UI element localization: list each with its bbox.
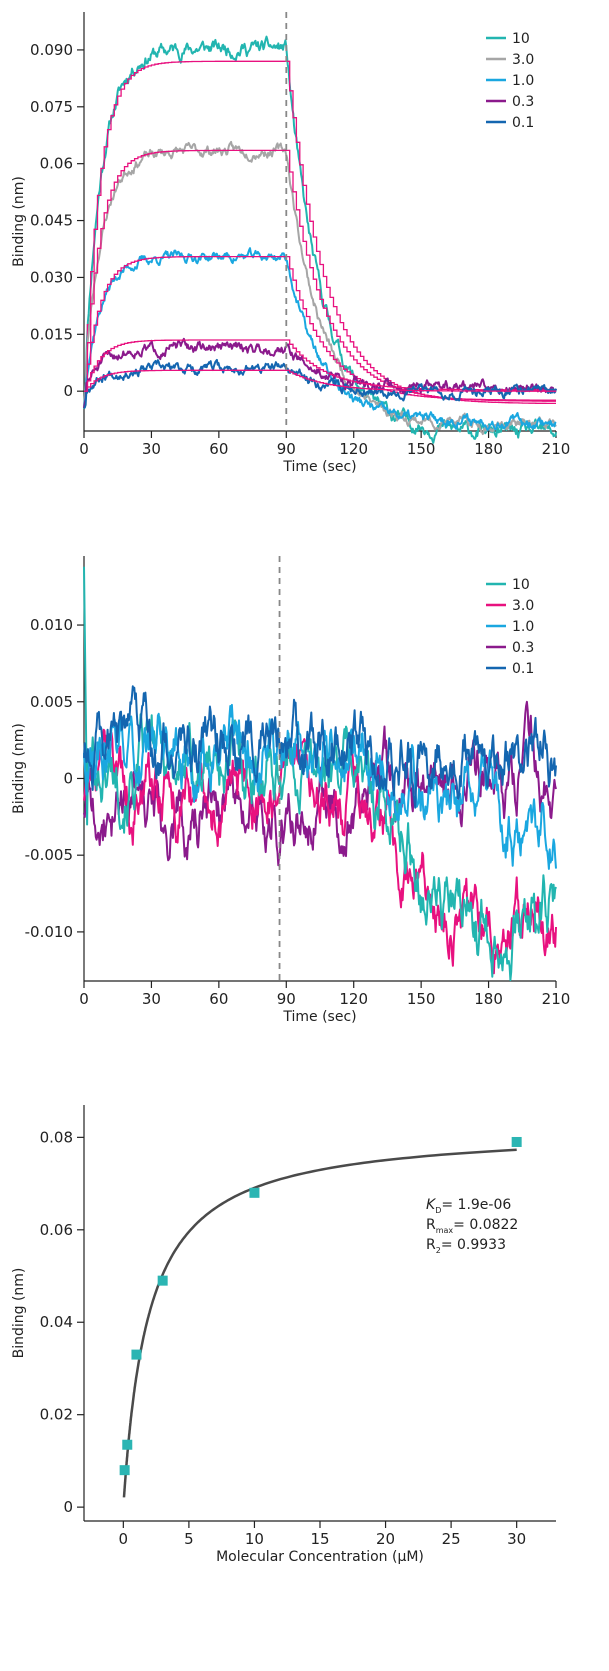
x-tick-label: 120 xyxy=(339,440,368,458)
y-tick-label: -0.010 xyxy=(25,923,73,941)
x-tick-label: 90 xyxy=(277,990,296,1008)
steady-state-chart: 0 5 10 15 20 25 30 0 0.02 0.04 0.06 0.08 Molecular C… xyxy=(11,1105,556,1565)
x-tick-label: 180 xyxy=(474,440,503,458)
y-tick-label: 0.090 xyxy=(30,41,73,59)
annotation-value: = 1.9e-06 xyxy=(441,1197,511,1213)
trace-10 xyxy=(83,35,557,444)
x-tick-label: 60 xyxy=(209,990,228,1008)
y-axis-title: Binding (nm) xyxy=(11,176,27,267)
legend-label-0p3: 0.3 xyxy=(512,94,534,110)
y-tick-label: 0.005 xyxy=(30,693,73,711)
residuals-chart: 0 30 60 90 120 150 180 210 -0.010 -0.005 0 0.005 0.0… xyxy=(11,556,571,1025)
y-tick-label: 0.04 xyxy=(40,1313,73,1331)
annotation-symbol: R xyxy=(426,1217,436,1233)
x-axis-title: Time (sec) xyxy=(282,1009,356,1025)
y-tick-label: 0.010 xyxy=(30,616,73,634)
annotation-symbol: K xyxy=(426,1197,437,1213)
x-tick-label: 10 xyxy=(245,1530,264,1548)
legend-label-0p1: 0.1 xyxy=(512,661,534,677)
annotation-value: = 0.0822 xyxy=(453,1217,518,1233)
x-tick-label: 5 xyxy=(184,1530,194,1548)
y-tick-label: -0.005 xyxy=(25,846,73,864)
y-axis-title: Binding (nm) xyxy=(11,1268,27,1359)
fit-curve-0p3 xyxy=(84,339,556,392)
sensorgram-fitted-chart: 0 30 60 90 120 150 180 210 0 0.015 0.030 0.045 0.06 0… xyxy=(11,12,571,475)
data-point xyxy=(511,1136,522,1147)
residual-trace-0p1 xyxy=(83,685,557,809)
y-tick-label: 0.030 xyxy=(30,268,73,286)
y-tick-label: 0.045 xyxy=(30,212,73,230)
fit-curve-10 xyxy=(84,60,556,405)
data-point xyxy=(131,1349,142,1360)
legend-label-3p0: 3.0 xyxy=(512,52,534,68)
trace-0p3 xyxy=(83,337,557,409)
y-tick-label: 0.08 xyxy=(40,1128,73,1146)
legend-label-0p1: 0.1 xyxy=(512,115,534,131)
data-point xyxy=(249,1187,260,1198)
legend-label-10: 10 xyxy=(512,577,530,593)
x-tick-label: 210 xyxy=(542,440,571,458)
y-tick-label: 0.015 xyxy=(30,325,73,343)
y-tick-label: 0.06 xyxy=(40,155,73,173)
x-tick-label: 20 xyxy=(376,1530,395,1548)
residual-trace-3p0 xyxy=(83,728,557,975)
x-tick-label: 90 xyxy=(277,440,296,458)
y-tick-label: 0.075 xyxy=(30,98,73,116)
x-tick-label: 0 xyxy=(79,990,89,1008)
annotation-subscript: D xyxy=(435,1206,441,1215)
y-tick-label: 0 xyxy=(63,1498,73,1516)
x-axis-title: Time (sec) xyxy=(282,459,356,475)
legend-label-3p0: 3.0 xyxy=(512,598,534,614)
trace-3p0 xyxy=(83,140,557,436)
data-point xyxy=(119,1465,130,1476)
x-tick-label: 180 xyxy=(474,990,503,1008)
data-point xyxy=(122,1439,133,1450)
legend-label-0p3: 0.3 xyxy=(512,640,534,656)
x-tick-label: 120 xyxy=(339,990,368,1008)
annotation-subscript: 2 xyxy=(436,1246,441,1255)
legend-label-1p0: 1.0 xyxy=(512,73,534,89)
annotation-subscript: max xyxy=(436,1226,454,1235)
x-tick-label: 0 xyxy=(119,1530,129,1548)
x-tick-label: 60 xyxy=(209,440,228,458)
x-tick-label: 30 xyxy=(142,440,161,458)
x-tick-label: 0 xyxy=(79,440,89,458)
legend-label-10: 10 xyxy=(512,31,530,47)
rmax-annotation: Rmax= 0.0822 xyxy=(426,1217,518,1235)
data-point xyxy=(157,1275,168,1286)
fit-curve-0p1 xyxy=(84,369,556,392)
annotation-symbol: R xyxy=(426,1237,436,1253)
y-axis-title: Binding (nm) xyxy=(11,723,27,814)
y-tick-label: 0.06 xyxy=(40,1221,73,1239)
x-tick-label: 30 xyxy=(142,990,161,1008)
x-axis-title: Molecular Concentration (µM) xyxy=(216,1549,424,1565)
x-tick-label: 150 xyxy=(407,440,436,458)
x-tick-label: 25 xyxy=(442,1530,461,1548)
legend-label-1p0: 1.0 xyxy=(512,619,534,635)
x-tick-label: 30 xyxy=(507,1530,526,1548)
fit-curve-1p0 xyxy=(84,255,556,401)
r2-annotation: R2= 0.9933 xyxy=(426,1237,506,1255)
residual-trace-1p0 xyxy=(83,703,557,870)
y-tick-label: 0 xyxy=(63,769,73,787)
annotation-value: = 0.9933 xyxy=(441,1237,506,1253)
y-tick-label: 0 xyxy=(63,382,73,400)
trace-1p0 xyxy=(83,247,557,432)
x-tick-label: 210 xyxy=(542,990,571,1008)
y-tick-label: 0.02 xyxy=(40,1406,73,1424)
x-tick-label: 150 xyxy=(407,990,436,1008)
trace-0p1 xyxy=(83,358,557,409)
kd-annotation: KD= 1.9e-06 xyxy=(426,1197,511,1215)
x-tick-label: 15 xyxy=(310,1530,329,1548)
